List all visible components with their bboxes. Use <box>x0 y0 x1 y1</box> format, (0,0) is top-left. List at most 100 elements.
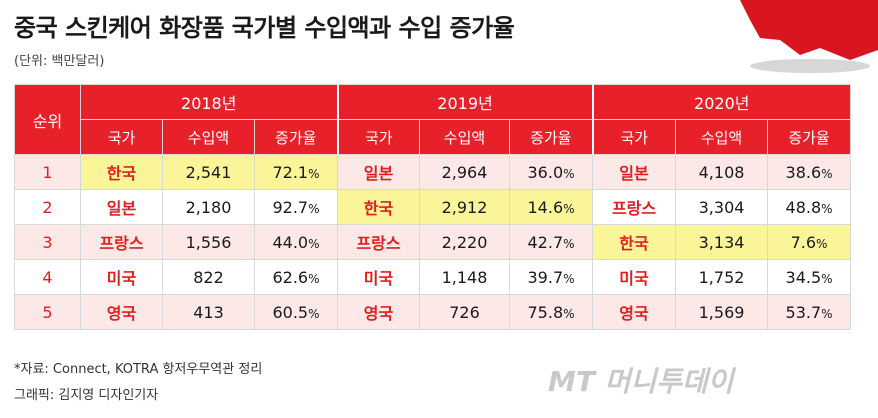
growth-rate-cell: 34.5% <box>767 259 852 295</box>
column-header: 국가 <box>337 119 420 155</box>
percent-sign: % <box>821 271 833 286</box>
rank-cell: 1 <box>14 154 81 190</box>
growth-rate-value: 62.6 <box>272 267 309 287</box>
source-note: *자료: Connect, KOTRA 항저우무역관 정리 <box>14 362 263 377</box>
year-header-2020: 2020년 <box>592 84 852 120</box>
growth-rate-value: 75.8 <box>527 302 564 322</box>
year-header-2018: 2018년 <box>80 84 339 120</box>
country-cell: 프랑스 <box>592 189 677 225</box>
growth-rate-cell: 60.5% <box>254 294 338 330</box>
growth-rate-value: 34.5 <box>785 267 822 287</box>
column-header: 수입액 <box>419 119 510 155</box>
percent-sign: % <box>308 306 320 321</box>
import-amount-cell: 2,180 <box>162 189 255 225</box>
percent-sign: % <box>821 201 833 216</box>
country-cell: 영국 <box>337 294 420 330</box>
import-amount-cell: 3,134 <box>675 224 769 260</box>
growth-rate-cell: 42.7% <box>508 224 594 260</box>
percent-sign: % <box>308 271 320 286</box>
growth-rate-value: 39.7 <box>527 267 564 287</box>
country-cell: 한국 <box>337 189 420 225</box>
percent-sign: % <box>816 236 828 251</box>
growth-rate-cell: 48.8% <box>767 189 852 225</box>
import-amount-cell: 1,752 <box>675 259 769 295</box>
growth-rate-cell: 36.0% <box>508 154 594 190</box>
import-amount-cell: 1,569 <box>675 294 769 330</box>
growth-rate-cell: 44.0% <box>254 224 338 260</box>
growth-rate-value: 72.1 <box>272 162 309 182</box>
growth-rate-value: 38.6 <box>785 162 822 182</box>
table-row: 5 영국 413 60.5% 영국 726 75.8% 영국 1,569 53.7% <box>14 294 852 330</box>
percent-sign: % <box>821 166 833 181</box>
percent-sign: % <box>821 306 833 321</box>
import-amount-cell: 2,912 <box>419 189 510 225</box>
country-cell: 영국 <box>592 294 677 330</box>
publisher-logo: MT 머니투데이 <box>548 365 734 398</box>
growth-rate-value: 92.7 <box>272 197 309 217</box>
growth-rate-cell: 53.7% <box>767 294 852 330</box>
percent-sign: % <box>563 166 575 181</box>
percent-sign: % <box>308 236 320 251</box>
growth-rate-cell: 72.1% <box>254 154 338 190</box>
table-row: 1 한국 2,541 72.1% 일본 2,964 36.0% 일본 4,108 38.6% <box>14 154 852 190</box>
growth-rate-value: 14.6 <box>527 197 564 217</box>
column-header: 수입액 <box>675 119 769 155</box>
decorative-map-graphic <box>740 0 878 73</box>
table-row: 3 프랑스 1,556 44.0% 프랑스 2,220 42.7% 한국 3,134 7.6% <box>14 224 852 260</box>
rank-cell: 3 <box>14 224 81 260</box>
unit-label: (단위: 백만달러) <box>14 54 105 69</box>
country-cell: 일본 <box>592 154 677 190</box>
import-amount-cell: 1,148 <box>419 259 510 295</box>
percent-sign: % <box>563 236 575 251</box>
column-header: 수입액 <box>162 119 255 155</box>
import-amount-cell: 2,964 <box>419 154 510 190</box>
growth-rate-value: 60.5 <box>272 302 309 322</box>
column-header: 증가율 <box>508 119 594 155</box>
growth-rate-cell: 38.6% <box>767 154 852 190</box>
column-header: 국가 <box>80 119 163 155</box>
rank-header: 순위 <box>14 84 81 155</box>
year-header-2019: 2019년 <box>336 84 594 120</box>
growth-rate-value: 53.7 <box>785 302 822 322</box>
percent-sign: % <box>563 306 575 321</box>
growth-rate-cell: 7.6% <box>767 224 852 260</box>
table-row: 2 일본 2,180 92.7% 한국 2,912 14.6% 프랑스 3,304 48.8% <box>14 189 852 225</box>
column-header: 국가 <box>592 119 677 155</box>
country-cell: 한국 <box>592 224 677 260</box>
percent-sign: % <box>308 201 320 216</box>
growth-rate-value: 48.8 <box>785 197 822 217</box>
table-row: 4 미국 822 62.6% 미국 1,148 39.7% 미국 1,752 34.5% <box>14 259 852 295</box>
country-cell: 일본 <box>337 154 420 190</box>
percent-sign: % <box>563 201 575 216</box>
country-cell: 한국 <box>80 154 163 190</box>
import-amount-cell: 2,220 <box>419 224 510 260</box>
percent-sign: % <box>308 166 320 181</box>
growth-rate-cell: 75.8% <box>508 294 594 330</box>
growth-rate-cell: 62.6% <box>254 259 338 295</box>
country-cell: 일본 <box>80 189 163 225</box>
country-cell: 미국 <box>592 259 677 295</box>
growth-rate-cell: 39.7% <box>508 259 594 295</box>
column-header: 증가율 <box>767 119 852 155</box>
country-cell: 프랑스 <box>80 224 163 260</box>
rank-cell: 5 <box>14 294 81 330</box>
import-amount-cell: 1,556 <box>162 224 255 260</box>
rank-cell: 4 <box>14 259 81 295</box>
growth-rate-cell: 14.6% <box>508 189 594 225</box>
import-table: 순위 2018년 2019년 2020년 국가 수입액 증가율 국가 수입액 증가율 국가 수… <box>14 84 852 330</box>
growth-rate-cell: 92.7% <box>254 189 338 225</box>
column-header: 증가율 <box>254 119 339 155</box>
import-amount-cell: 726 <box>419 294 510 330</box>
country-cell: 미국 <box>337 259 420 295</box>
percent-sign: % <box>563 271 575 286</box>
growth-rate-value: 7.6 <box>790 232 817 252</box>
import-amount-cell: 2,541 <box>162 154 255 190</box>
import-amount-cell: 3,304 <box>675 189 769 225</box>
import-amount-cell: 822 <box>162 259 255 295</box>
country-cell: 프랑스 <box>337 224 420 260</box>
rank-cell: 2 <box>14 189 81 225</box>
import-amount-cell: 4,108 <box>675 154 769 190</box>
import-amount-cell: 413 <box>162 294 255 330</box>
growth-rate-value: 42.7 <box>527 232 564 252</box>
growth-rate-value: 36.0 <box>527 162 564 182</box>
